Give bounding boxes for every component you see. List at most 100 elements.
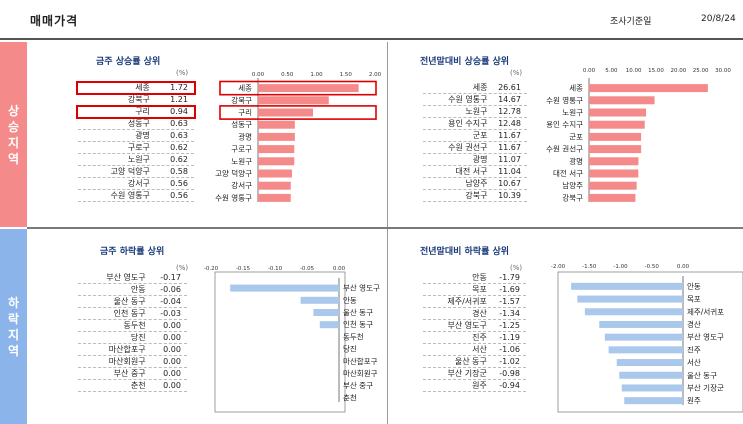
p1-title: 금주 상승률 상위 [96,57,161,67]
category-label: 광명 [569,156,583,166]
bar [577,295,683,303]
change-value: 0.63 [170,131,188,140]
table-row: 구로구 0.62 [78,142,194,154]
change-value: 0.58 [170,167,188,176]
region-name: 동두천 [123,321,146,330]
category-label: 광명 [238,131,252,141]
survey-date-value: 20/8/24 [701,14,736,24]
x-tick-label: 1.00 [310,72,323,78]
table-row: 마산회원구 0.00 [78,356,187,368]
bar [258,84,359,93]
x-tick-label: 20.00 [670,68,686,74]
bar [230,284,339,292]
change-value: -0.17 [160,273,181,282]
region-name: 군포 [472,131,488,140]
x-tick-label: 25.00 [693,68,709,74]
change-value: 11.07 [498,155,521,164]
category-label: 안동 [687,281,701,291]
bar [608,346,683,354]
region-name: 남양주 [465,179,488,188]
change-value: -1.19 [499,333,520,342]
highlight-box [76,81,196,95]
x-tick-label: -0.10 [268,266,283,272]
table-row: 부산 기장군 -0.98 [423,368,526,380]
bar [584,308,683,316]
category-label: 용인 수지구 [546,119,583,129]
x-tick-label: 0.00 [252,72,265,78]
fall-section-label: 하락지역 [0,229,27,424]
table-row: 부산 영도구 -0.17 [78,272,187,284]
chart-frame [557,271,743,413]
region-name: 구로구 [127,143,150,152]
table-row: 진주 -1.19 [423,332,526,344]
p3-unit: (%) [176,264,189,272]
region-name: 안동 [130,285,146,294]
category-label: 인천 동구 [343,319,373,329]
bar [258,157,295,166]
change-value: -1.25 [499,321,520,330]
category-label: 원주 [687,396,701,405]
category-label: 부산 영도구 [687,332,724,342]
bar [258,181,291,190]
change-value: 12.48 [498,119,521,128]
bar [300,296,339,304]
bar [589,181,637,190]
table-row: 마산합포구 0.00 [78,344,187,356]
p4-title: 전년말대비 하락률 상위 [420,247,510,257]
x-tick-label: -1.50 [582,264,597,270]
bar [589,96,655,105]
change-value: 11.67 [498,131,521,140]
p1-chart: 0.00 0.50 1.00 1.50 2.00 세종강북구구리성동구광명구로구노원구고양… [215,72,382,202]
page-title: 매매가격 [30,14,79,28]
region-name: 세종 [472,83,488,92]
table-row: 안동 -1.79 [423,272,526,284]
change-value: 10.39 [498,191,521,200]
region-name: 당진 [130,333,146,342]
table-row: 수원 영통구 0.56 [78,190,194,202]
category-label: 남양주 [562,181,583,190]
p1-unit: (%) [176,69,189,77]
table-row: 남양주 10.67 [423,178,527,190]
category-label: 세종 [238,84,252,93]
highlight-box [219,105,377,120]
bar [589,157,639,166]
table-row: 강서구 0.56 [78,178,194,190]
x-tick-label: -1.00 [613,264,628,270]
table-row: 성동구 0.63 [78,118,194,130]
bar [258,145,295,154]
category-label: 구로구 [231,145,252,154]
change-value: -1.34 [499,309,520,318]
x-tick-label: 2.00 [369,72,382,78]
change-value: 12.78 [498,107,521,116]
category-label: 울산 동구 [687,370,717,380]
change-value: 0.62 [170,155,188,164]
category-label: 대전 서구 [553,168,583,178]
change-value: 1.72 [170,83,188,92]
category-label: 수원 영통구 [215,192,252,202]
table-row: 당진 0.00 [78,332,187,344]
change-value: -0.03 [160,309,181,318]
bar [599,320,683,328]
change-value: 0.00 [163,381,181,390]
bar [624,397,683,405]
region-name: 부산 영도구 [106,273,146,282]
region-name: 울산 동구 [113,297,146,306]
x-tick-label: 0.00 [583,68,596,74]
category-label: 당진 [343,344,357,354]
table-row: 울산 동구 -1.02 [423,356,526,368]
x-tick-label: -2.00 [551,264,566,270]
region-name: 노원구 [465,107,488,116]
change-value: 0.00 [163,357,181,366]
table-row: 목포 -1.69 [423,284,526,296]
category-label: 노원구 [562,108,583,117]
category-label: 성동구 [231,120,252,129]
change-value: -1.06 [499,345,520,354]
category-label: 강북구 [231,95,252,105]
x-tick-label: 10.00 [626,68,642,74]
bar [589,120,645,129]
p3-table: 부산 영도구 -0.17 안동 -0.06 울산 동구 -0.04 인천 동구 -0.03 동두… [78,272,187,392]
category-label: 군포 [569,132,583,141]
